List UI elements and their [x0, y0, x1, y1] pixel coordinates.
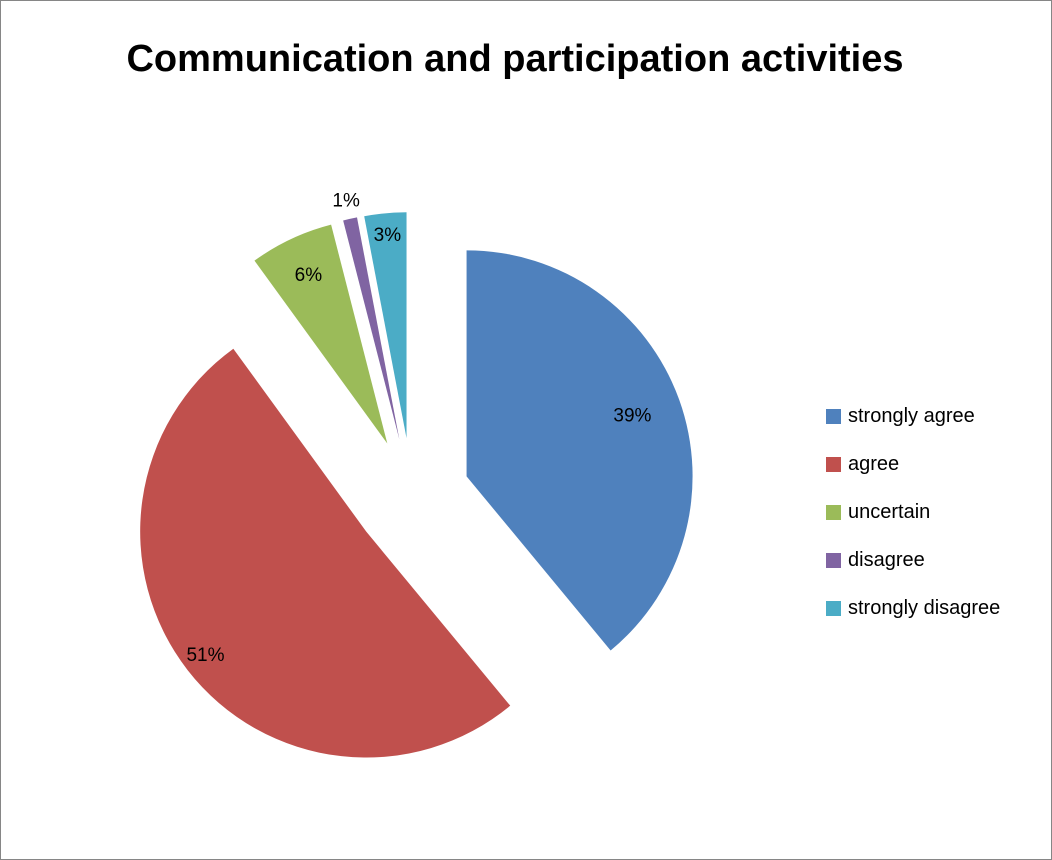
- pie-slice-strongly-disagree: [364, 212, 407, 439]
- pie-slice-strongly-agree: [466, 250, 693, 651]
- legend-item-disagree: disagree: [826, 536, 1000, 584]
- legend-item-agree: agree: [826, 440, 1000, 488]
- chart-title: Communication and participation activiti…: [126, 38, 904, 80]
- legend-swatch: [826, 600, 841, 616]
- pie-slice-agree: [140, 348, 511, 758]
- legend-item-strongly-agree: strongly agree: [826, 392, 1000, 440]
- legend-swatch: [826, 504, 841, 520]
- legend-item-strongly-disagree: strongly disagree: [826, 584, 1000, 632]
- legend-label: disagree: [848, 548, 925, 571]
- legend-label: strongly disagree: [848, 596, 1001, 619]
- legend: strongly agree agree uncertain disagree …: [826, 392, 1000, 632]
- legend-swatch: [826, 456, 841, 472]
- legend-swatch: [826, 408, 841, 424]
- legend-swatch: [826, 552, 841, 568]
- legend-item-uncertain: uncertain: [826, 488, 1000, 536]
- legend-label: agree: [848, 452, 900, 475]
- pie-slice-disagree: [343, 217, 400, 440]
- legend-label: uncertain: [848, 500, 931, 523]
- data-label-agree: 51%: [186, 645, 224, 666]
- legend-label: strongly agree: [848, 404, 975, 427]
- data-label-disagree: 1%: [332, 190, 360, 211]
- data-label-strongly-disagree: 3%: [374, 225, 402, 246]
- data-label-uncertain: 6%: [295, 265, 323, 286]
- data-label-strongly-agree: 39%: [613, 406, 651, 427]
- pie-slice-uncertain: [254, 224, 388, 444]
